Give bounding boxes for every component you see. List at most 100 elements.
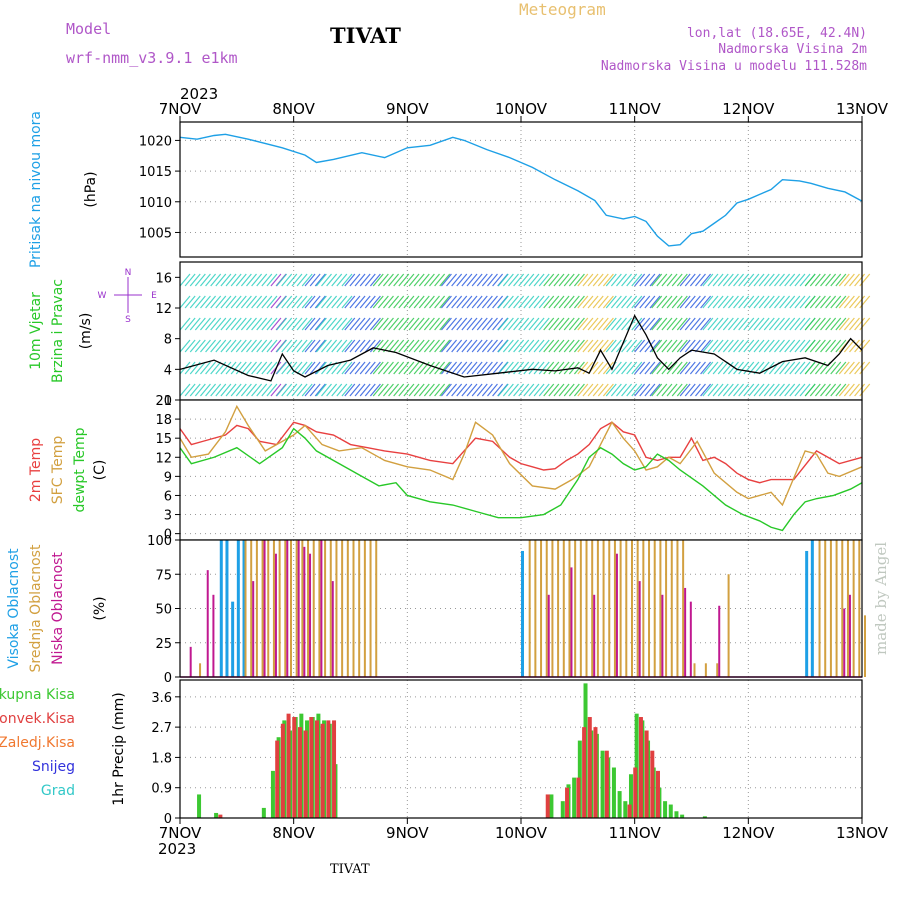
x-top-tick-label: 13NOV [836,100,889,118]
wind-barb [789,295,801,309]
wind-barb [825,273,837,287]
wind-barb [602,317,614,331]
wind-barb [321,317,332,331]
wind-barb [758,317,770,331]
cloud-bar [324,540,327,677]
wind-barb [403,295,415,309]
wind-barb [727,317,739,331]
x-bottom-tick-label: 12NOV [722,824,775,842]
wind-barb [364,273,376,287]
wind-barb [383,383,394,397]
wind-barb [344,295,356,309]
precip-bar [644,730,649,818]
wind-barb [814,383,826,397]
wind-barb [553,383,565,397]
wind-barb [651,361,663,375]
wind-barb [695,317,706,331]
wind-barb [261,273,273,287]
wind-barb [689,361,701,375]
wind-barb [398,339,410,353]
wind-barb [413,317,425,331]
wind-barb [315,317,327,331]
wind-barb [799,383,811,397]
wind-barb [621,361,633,375]
wind-barb [497,295,509,309]
wind-barb [644,339,656,353]
wind-barb [281,383,293,397]
wind-barb [388,361,400,375]
wind-barb [508,383,519,397]
wind-barb [266,295,278,309]
wind-barb [439,295,451,309]
panel-precip-ytick-label: 1.8 [151,751,172,766]
wind-barb [707,383,719,397]
wind-barb [789,273,801,287]
wind-barb [179,317,191,331]
cloud-bar [318,540,321,677]
wind-barb [676,317,688,331]
wind-barb [794,339,806,353]
wind-barb [215,339,227,353]
cloud-bar [676,540,679,677]
wind-barb [597,317,609,331]
wind-barb [423,383,435,397]
wind-barb [301,317,313,331]
wind-barb [281,361,293,375]
wind-barb [700,361,712,375]
panel-cloud-ylabel: Niska Oblacnost [50,552,66,665]
wind-barb [835,295,847,309]
wind-barb [518,383,530,397]
wind-barb [707,317,719,331]
wind-barb [722,317,734,331]
cloud-bar [843,608,846,677]
wind-barb [184,361,196,375]
cloud-bar [286,540,289,677]
wind-barb [336,295,348,309]
wind-barb [251,273,263,287]
wind-barb [266,317,278,331]
wind-barb [543,317,555,331]
wind-barb [568,273,580,287]
product-title: Meteogram [519,0,606,19]
precip-bar [633,767,638,818]
wind-barb [451,317,463,331]
wind-barb [676,273,688,287]
wind-barb [577,383,589,397]
panel-temperature-ylabel: 2m Temp [28,438,44,502]
wind-barb [543,383,555,397]
precip-bar [214,812,219,818]
wind-barb [205,383,217,397]
wind-barb [314,361,326,375]
precip-bar [280,723,285,818]
wind-barb [331,361,343,375]
wind-barb [256,339,268,353]
wind-barb [743,339,755,353]
wind-barb [393,317,405,331]
wind-barb [423,339,435,353]
wind-barb [497,383,509,397]
wind-barb [528,361,540,375]
wind-barb [738,295,750,309]
wind-barb [712,317,724,331]
precip-bar [314,720,319,818]
wind-barb [276,383,288,397]
wind-barb [854,339,866,353]
wind-barb [349,273,361,287]
wind-barb [605,317,617,331]
wind-barb [649,361,661,375]
wind-barb [661,317,673,331]
wind-barb [689,317,701,331]
wind-barb [281,339,293,353]
wind-barb [523,383,535,397]
x-top-tick-label: 7NOV [159,100,202,118]
wind-barb [666,361,678,375]
wind-barb [321,339,332,353]
wind-barb [849,361,860,375]
wind-barb [671,339,683,353]
wind-barb [456,339,468,353]
wind-barb [626,361,638,375]
wind-barb [779,317,791,331]
wind-barb [408,361,420,375]
wind-barb [563,361,575,375]
precip-bar [593,727,598,818]
